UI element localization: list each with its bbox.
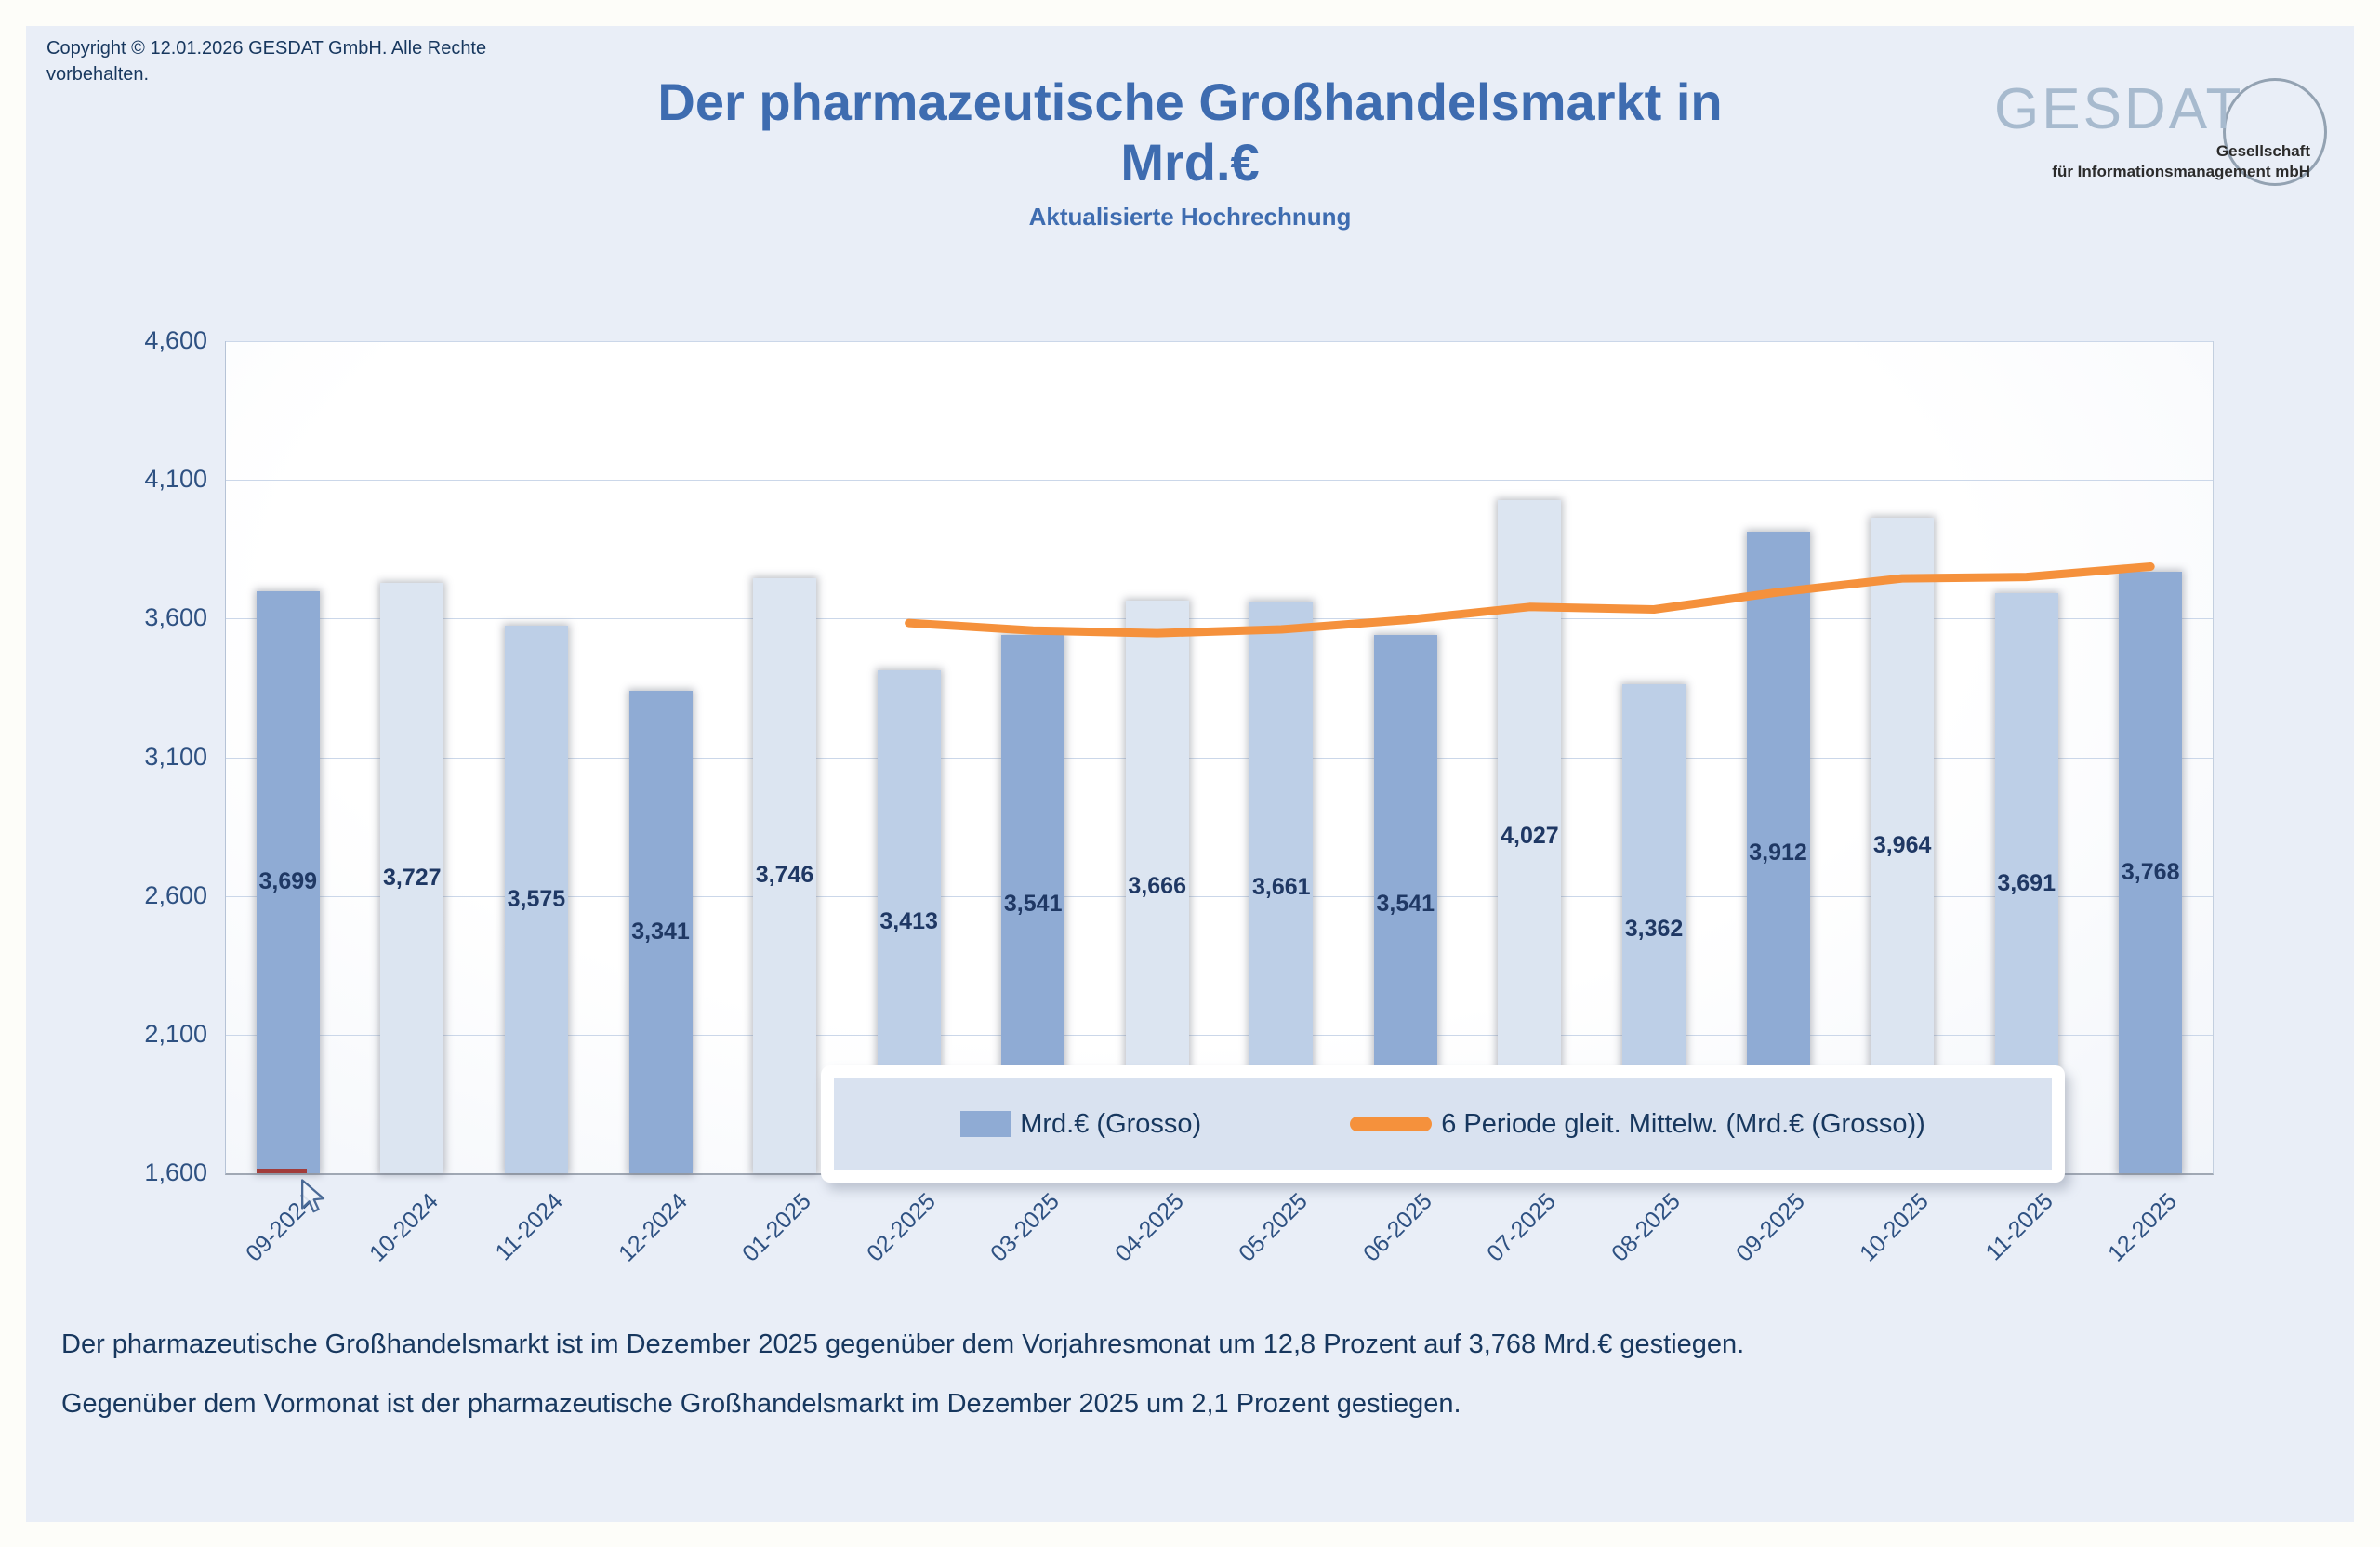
chart-legend: Mrd.€ (Grosso) 6 Periode gleit. Mittelw.… <box>821 1065 2065 1183</box>
bar-value-label: 3,727 <box>383 865 442 892</box>
x-axis-tick-label: 07-2025 <box>1482 1188 1562 1267</box>
x-axis-tick-label: 12-2024 <box>613 1188 693 1267</box>
summary-line-2: Gegenüber dem Vormonat ist der pharmazeu… <box>61 1389 1461 1419</box>
bar-value-label: 3,541 <box>1376 890 1435 917</box>
y-axis-tick-label: 3,600 <box>144 603 207 632</box>
bar-10-2024: 3,727 <box>380 583 444 1173</box>
logo-circle-icon <box>2223 78 2327 186</box>
chart-plot-area: 4,600 4,100 3,600 3,100 2,600 2,100 1,600 3,699… <box>144 326 2214 1267</box>
logo-subtitle-line-1: Gesellschaft <box>2215 142 2310 160</box>
gesdat-logo: GESDAT Gesellschaft für Informationsmana… <box>1983 63 2336 221</box>
gridline <box>226 757 2213 759</box>
y-axis-tick-label: 2,100 <box>144 1019 207 1048</box>
bar-value-label: 3,541 <box>1003 890 1063 917</box>
x-axis-tick-label: 11-2025 <box>1980 1188 2058 1266</box>
y-axis-tick-label: 3,100 <box>144 742 207 771</box>
x-axis-tick-label: 10-2025 <box>1855 1188 1934 1267</box>
legend-item-bars: Mrd.€ (Grosso) <box>960 1109 1201 1140</box>
summary-text-block: Der pharmazeutische Großhandelsmarkt ist… <box>61 1329 2293 1448</box>
y-axis-tick-label: 4,600 <box>144 326 207 354</box>
logo-subtitle-line-2: für Informationsmanagement mbH <box>2052 163 2310 181</box>
bar-value-label: 3,964 <box>1872 831 1932 858</box>
bar-value-label: 3,413 <box>879 908 938 935</box>
x-axis-tick-label: 03-2025 <box>985 1188 1064 1267</box>
bar-value-label: 3,341 <box>631 918 690 945</box>
bar-01-2025: 3,746 <box>753 577 816 1173</box>
y-axis-tick-label: 4,100 <box>144 465 207 494</box>
x-axis-tick-label: 12-2025 <box>2103 1188 2182 1267</box>
copyright-line-1: Copyright © 12.01.2026 GESDAT GmbH. Alle… <box>46 38 487 59</box>
bar-value-label: 3,699 <box>258 868 318 895</box>
legend-item-line: 6 Periode gleit. Mittelw. (Mrd.€ (Grosso… <box>1350 1109 1925 1140</box>
bar-value-label: 4,027 <box>1501 823 1559 850</box>
chart-title-block: Der pharmazeutische Großhandelsmarkt in … <box>26 73 2354 231</box>
summary-line-1: Der pharmazeutische Großhandelsmarkt ist… <box>61 1329 1745 1359</box>
gridline <box>226 341 2213 342</box>
x-axis-tick-label: 01-2025 <box>737 1188 816 1267</box>
copyright-notice: Copyright © 12.01.2026 GESDAT GmbH. Alle… <box>46 35 486 87</box>
gridline <box>226 895 2213 897</box>
bar-12-2024: 3,341 <box>628 690 693 1173</box>
gridline <box>226 480 2213 482</box>
report-card: Copyright © 12.01.2026 GESDAT GmbH. Alle… <box>26 26 2354 1522</box>
copyright-line-2: vorbehalten. <box>46 64 150 85</box>
y-axis-tick-label: 2,600 <box>144 880 207 909</box>
chart-legend-panel: Mrd.€ (Grosso) 6 Periode gleit. Mittelw.… <box>834 1078 2052 1170</box>
bar-09-2024: 3,699 <box>256 590 320 1173</box>
x-axis-tick-label: 11-2024 <box>490 1188 568 1266</box>
bar-value-label: 3,768 <box>2121 859 2180 886</box>
logo-wordmark: GESDAT <box>1994 77 2244 141</box>
y-axis-tick-label: 1,600 <box>144 1158 207 1186</box>
bar-value-label: 3,691 <box>1997 869 2056 896</box>
legend-line-label: 6 Periode gleit. Mittelw. (Mrd.€ (Grosso… <box>1441 1108 1925 1139</box>
bar-value-label: 3,746 <box>755 862 814 889</box>
x-axis-tick-label: 02-2025 <box>861 1188 941 1267</box>
legend-line-swatch-icon <box>1350 1117 1433 1131</box>
gridline <box>226 1034 2213 1036</box>
legend-bar-label: Mrd.€ (Grosso) <box>1020 1108 1202 1139</box>
page-title-line-2: Mrd.€ <box>1120 132 1260 192</box>
anomaly-marker <box>256 1169 307 1173</box>
bar-value-label: 3,362 <box>1624 915 1684 942</box>
bar-value-label: 3,661 <box>1252 874 1311 901</box>
x-axis-tick-label: 06-2025 <box>1357 1188 1437 1267</box>
bar-11-2024: 3,575 <box>504 625 568 1173</box>
bar-value-label: 3,666 <box>1128 873 1186 900</box>
x-axis-tick-label: 09-2025 <box>1730 1188 1810 1267</box>
bar-12-2025: 3,768 <box>2119 572 2183 1173</box>
logo-subtitle: Gesellschaft für Informationsmanagement … <box>2052 141 2310 182</box>
mouse-cursor-icon <box>300 1179 325 1213</box>
x-axis-tick-label: 08-2025 <box>1606 1188 1686 1267</box>
bar-value-label: 3,575 <box>507 885 566 912</box>
x-axis-tick-label: 04-2025 <box>1109 1188 1189 1267</box>
bar-value-label: 3,912 <box>1749 839 1807 866</box>
legend-bar-swatch-icon <box>960 1111 1012 1137</box>
page-subtitle: Aktualisierte Hochrechnung <box>1028 202 1352 231</box>
x-axis-tick-label: 10-2024 <box>364 1188 444 1267</box>
x-axis-tick-label: 05-2025 <box>1234 1188 1314 1267</box>
page-title-line-1: Der pharmazeutische Großhandelsmarkt in <box>657 73 1723 131</box>
